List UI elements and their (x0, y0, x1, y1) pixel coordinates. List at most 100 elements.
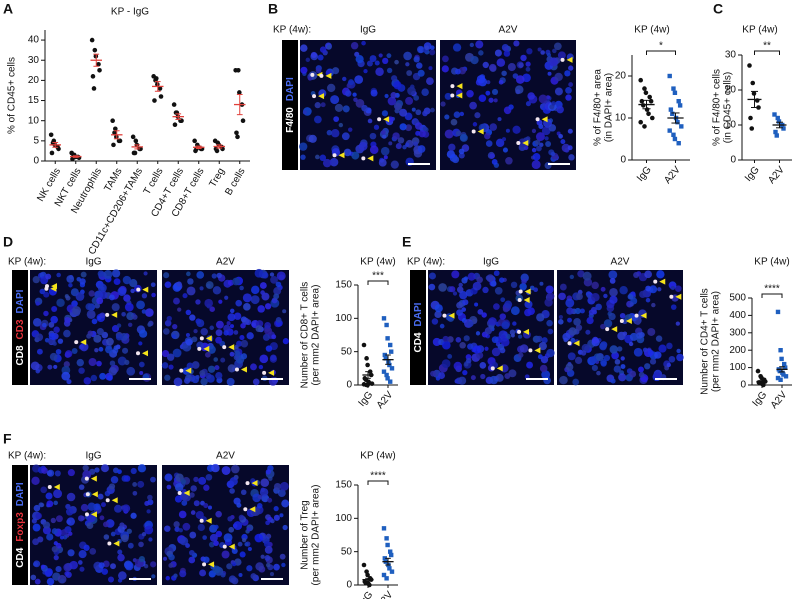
stain-name: CD4 (413, 332, 424, 352)
data-point (381, 369, 387, 374)
arrowhead (205, 335, 212, 342)
positive-cell (528, 348, 533, 353)
nucleus (300, 154, 306, 160)
significance-label: * (659, 41, 663, 52)
stain-name: CD4 (15, 547, 26, 567)
nucleus (83, 544, 90, 551)
data-point (365, 572, 370, 578)
nucleus (380, 146, 390, 156)
nucleus (566, 307, 574, 315)
data-point (775, 375, 781, 381)
nucleus (463, 276, 469, 281)
nucleus (549, 57, 559, 67)
nucleus (618, 373, 627, 382)
data-point (236, 68, 241, 73)
nucleus (418, 130, 426, 138)
nucleus (174, 526, 180, 532)
nucleus (450, 118, 458, 126)
nucleus (475, 331, 481, 336)
arrowhead (203, 345, 210, 352)
nucleus (66, 275, 75, 283)
condition-label: A2V (216, 257, 235, 268)
nucleus (199, 286, 204, 291)
data-point (748, 115, 753, 121)
nucleus (231, 464, 240, 474)
nucleus (100, 502, 106, 508)
nucleus (526, 361, 534, 369)
y-axis-label: (in DAPI+ area) (604, 73, 615, 142)
nucleus (110, 475, 119, 484)
nucleus (657, 287, 662, 292)
nucleus (354, 75, 364, 84)
nucleus (495, 138, 505, 148)
nucleus (386, 53, 392, 59)
arrowhead (496, 365, 503, 372)
nucleus (515, 89, 521, 95)
nucleus (531, 128, 537, 134)
nucleus (390, 92, 397, 99)
nucleus (240, 353, 248, 360)
nucleus (77, 515, 85, 522)
stain-label: CD4 DAPI (413, 302, 424, 352)
nucleus (462, 369, 468, 376)
nucleus (199, 569, 207, 577)
arrowhead (208, 561, 215, 568)
nucleus (240, 322, 246, 329)
nucleus (453, 111, 461, 118)
data-point (367, 582, 372, 588)
nucleus (40, 486, 48, 494)
data-point (639, 98, 645, 104)
nucleus (549, 104, 555, 110)
nucleus (394, 59, 399, 65)
data-point (89, 37, 95, 43)
nucleus (129, 279, 138, 288)
nucleus (472, 122, 478, 127)
nucleus (461, 307, 467, 312)
nucleus (470, 55, 479, 65)
nucleus (326, 129, 333, 136)
nucleus (205, 281, 214, 290)
nucleus (229, 477, 238, 486)
nucleus (476, 276, 483, 284)
nucleus (109, 360, 116, 366)
nucleus (231, 577, 239, 585)
nucleus (462, 299, 469, 306)
nucleus (501, 337, 510, 347)
significance-label: **** (370, 471, 386, 482)
nucleus (541, 370, 551, 380)
nucleus (93, 334, 102, 343)
nucleus (112, 269, 121, 278)
data-point (755, 368, 761, 374)
nucleus (103, 270, 113, 279)
nucleus (35, 301, 40, 306)
nucleus (600, 358, 607, 366)
data-point (761, 382, 766, 388)
nucleus (608, 270, 618, 280)
nucleus (508, 104, 514, 110)
data-point (644, 107, 650, 112)
nucleus (239, 551, 246, 558)
nucleus (633, 271, 640, 279)
nucleus (263, 540, 271, 548)
nucleus (180, 479, 187, 485)
nucleus (610, 378, 616, 384)
nucleus (413, 94, 420, 101)
data-point (775, 115, 780, 121)
nucleus (281, 499, 290, 508)
nucleus (415, 130, 421, 136)
nucleus (574, 307, 581, 315)
nucleus (668, 355, 676, 363)
stain-name: DAPI (15, 289, 26, 313)
nucleus (34, 578, 41, 585)
nucleus (242, 538, 247, 543)
data-point (672, 136, 678, 142)
nucleus (501, 321, 510, 330)
nucleus (651, 302, 656, 308)
nucleus (209, 325, 215, 331)
data-point (668, 107, 674, 112)
nucleus (221, 466, 231, 475)
nucleus (42, 526, 52, 535)
nucleus (603, 293, 608, 299)
panel-prefix: KP (4w): (273, 25, 311, 36)
nucleus (489, 123, 498, 131)
